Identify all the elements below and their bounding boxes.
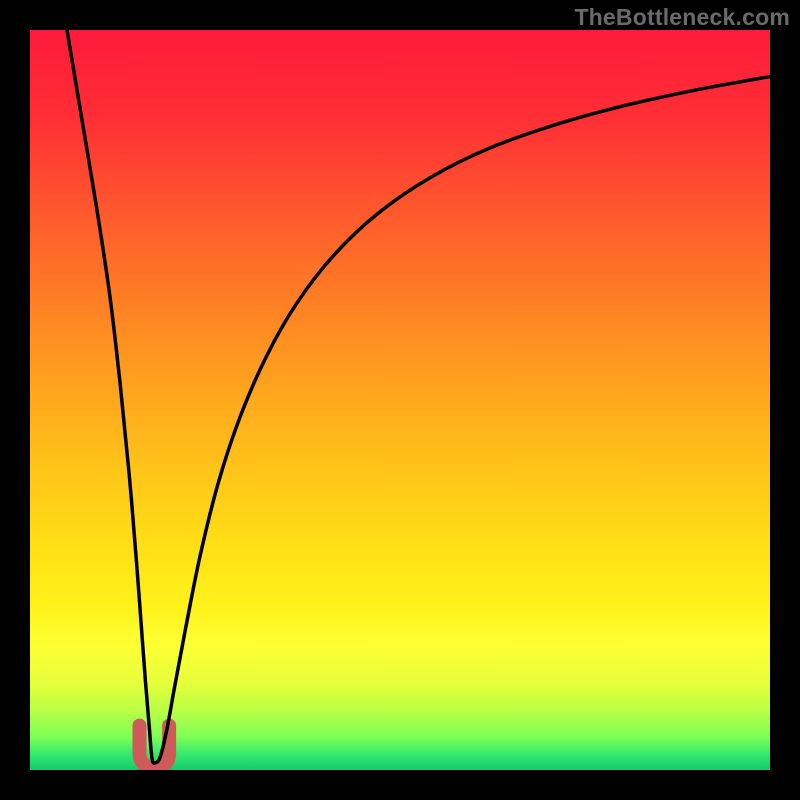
plot-area: [30, 30, 770, 770]
watermark-text: TheBottleneck.com: [574, 4, 790, 31]
chart-svg: [0, 0, 800, 800]
stage: TheBottleneck.com: [0, 0, 800, 800]
